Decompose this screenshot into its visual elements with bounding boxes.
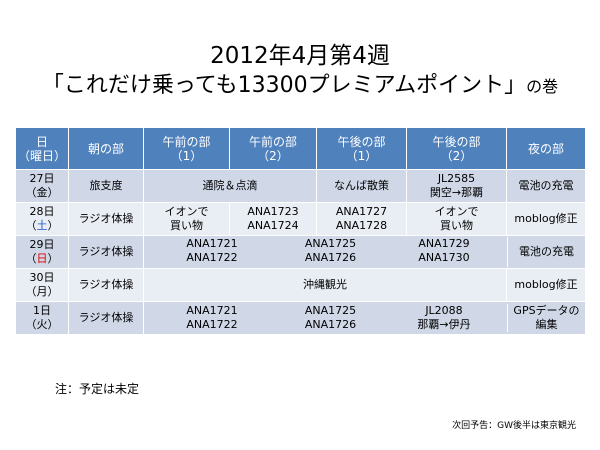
day-cell: 27日 （金）: [15, 169, 69, 203]
day-cell: 30日 （月）: [15, 268, 69, 302]
night-cell: moblog修正: [506, 268, 586, 302]
schedule-table: 日（曜日） 朝の部 午前の部 （1） 午前の部 （2） 午後の部 （1） 午後の部 （2…: [15, 127, 586, 335]
flight-block-3: JL2088 那覇→伊丹: [417, 304, 471, 331]
subtitle-main: 「これだけ乗っても13300プレミアムポイント」: [41, 73, 527, 98]
pm2-cell: イオンで 買い物: [406, 202, 507, 236]
pm1-cell: ANA1727 ANA1728: [316, 202, 407, 236]
flight-block-1: ANA1721 ANA1722: [186, 237, 238, 264]
title-block: 2012年4月第4週 「これだけ乗っても13300プレミアムポイント」の巻: [0, 42, 600, 102]
sightseeing-cell: 沖縄観光: [143, 268, 507, 302]
morning-cell: 旅支度: [68, 169, 144, 203]
table-row: 1日 （火） ラジオ体操 ANA1721 ANA1722 ANA1725 ANA172…: [15, 301, 586, 335]
flight-block-1: ANA1721 ANA1722: [186, 304, 238, 331]
flight-block-2: ANA1725 ANA1726: [304, 304, 357, 331]
morning-cell: ラジオ体操: [68, 301, 144, 335]
am1-cell: イオンで 買い物: [143, 202, 230, 236]
morning-cell: ラジオ体操: [68, 268, 144, 302]
header-pm1: 午後の部 （1）: [316, 127, 407, 170]
note-text: 注：予定は未定: [55, 382, 140, 396]
morning-cell: ラジオ体操: [68, 202, 144, 236]
flights-cell: ANA1721 ANA1722 ANA1725 ANA1726 JL2088 那覇→伊…: [143, 301, 586, 335]
pm2-cell: JL2585 関空→那覇: [406, 169, 507, 203]
header-morning: 朝の部: [68, 127, 144, 170]
night-cell: 電池の充電: [507, 237, 585, 267]
page-subtitle: 「これだけ乗っても13300プレミアムポイント」の巻: [0, 71, 600, 102]
night-cell: 電池の充電: [506, 169, 586, 203]
next-preview-text: 次回予告：GW後半は東京観光: [452, 421, 576, 431]
header-pm2: 午後の部 （2）: [406, 127, 507, 170]
header-day: 日（曜日）: [15, 127, 69, 170]
day-cell: 29日 （日）: [15, 235, 69, 269]
am-merged-cell: 通院＆点滴: [143, 169, 317, 203]
table-row: 29日 （日） ラジオ体操 ANA1721 ANA1722 ANA1725 ANA17…: [15, 235, 586, 269]
night-cell: moblog修正: [506, 202, 586, 236]
table-row: 27日 （金） 旅支度 通院＆点滴 なんば散策 JL2585 関空→那覇 電池の充電: [15, 169, 586, 203]
page-title: 2012年4月第4週: [210, 43, 390, 69]
header-night: 夜の部: [506, 127, 586, 170]
header-am1: 午前の部 （1）: [143, 127, 230, 170]
flight-block-3: ANA1729 ANA1730: [418, 237, 470, 264]
flights-cell: ANA1721 ANA1722 ANA1725 ANA1726 ANA1729 ANA…: [143, 235, 586, 269]
morning-cell: ラジオ体操: [68, 235, 144, 269]
table-row: 28日 （土） ラジオ体操 イオンで 買い物 ANA1723 ANA1724 ANA1…: [15, 202, 586, 236]
header-am2: 午前の部 （2）: [229, 127, 317, 170]
header-row: 日（曜日） 朝の部 午前の部 （1） 午前の部 （2） 午後の部 （1） 午後の部 （2…: [15, 127, 586, 170]
day-cell: 1日 （火）: [15, 301, 69, 335]
subtitle-suffix: の巻: [526, 77, 559, 96]
pm1-cell: なんば散策: [316, 169, 407, 203]
flight-block-2: ANA1725 ANA1726: [304, 237, 357, 264]
table-row: 30日 （月） ラジオ体操 沖縄観光 moblog修正: [15, 268, 586, 302]
night-cell: GPSデータの 編集: [507, 304, 585, 332]
am2-cell: ANA1723 ANA1724: [229, 202, 317, 236]
day-cell: 28日 （土）: [15, 202, 69, 236]
